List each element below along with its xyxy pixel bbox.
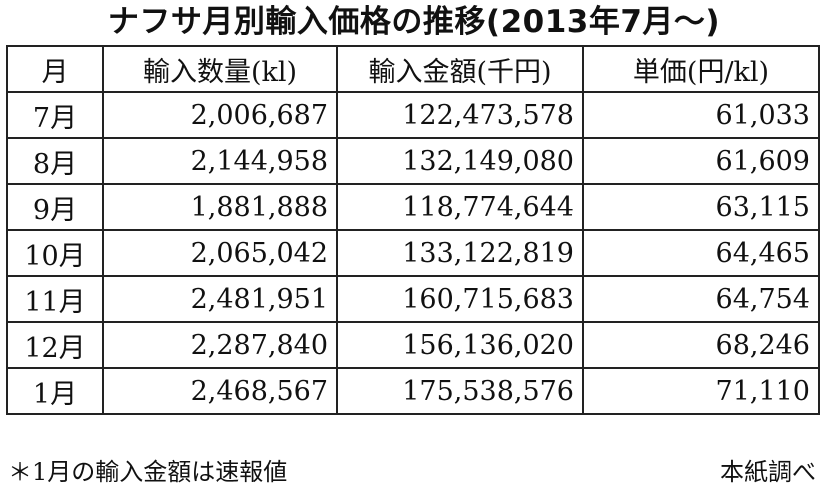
row-amount: 122,473,578 bbox=[336, 91, 584, 139]
table-row: 7月 2,006,687 122,473,578 61,033 bbox=[6, 91, 820, 139]
header-amount: 輸入金額(千円) bbox=[336, 45, 584, 93]
row-unit-price: 71,110 bbox=[582, 367, 820, 415]
row-month: 11月 bbox=[6, 275, 104, 323]
row-month: 7月 bbox=[6, 91, 104, 139]
row-volume: 1,881,888 bbox=[102, 183, 338, 231]
table-header-row: 月 輸入数量(kl) 輸入金額(千円) 単価(円/kl) bbox=[6, 45, 820, 93]
row-month: 12月 bbox=[6, 321, 104, 369]
row-volume: 2,144,958 bbox=[102, 137, 338, 185]
table-row: 8月 2,144,958 132,149,080 61,609 bbox=[6, 137, 820, 185]
row-amount: 156,136,020 bbox=[336, 321, 584, 369]
row-month: 1月 bbox=[6, 367, 104, 415]
header-unit-price: 単価(円/kl) bbox=[582, 45, 820, 93]
row-month: 10月 bbox=[6, 229, 104, 277]
table-row: 9月 1,881,888 118,774,644 63,115 bbox=[6, 183, 820, 231]
row-unit-price: 61,609 bbox=[582, 137, 820, 185]
import-price-table: 月 輸入数量(kl) 輸入金額(千円) 単価(円/kl) 7月 2,006,68… bbox=[6, 45, 820, 415]
row-unit-price: 61,033 bbox=[582, 91, 820, 139]
row-amount: 175,538,576 bbox=[336, 367, 584, 415]
table-row: 1月 2,468,567 175,538,576 71,110 bbox=[6, 367, 820, 415]
row-amount: 132,149,080 bbox=[336, 137, 584, 185]
table-row: 11月 2,481,951 160,715,683 64,754 bbox=[6, 275, 820, 323]
source-credit: 本紙調べ bbox=[720, 458, 816, 486]
row-month: 9月 bbox=[6, 183, 104, 231]
row-unit-price: 68,246 bbox=[582, 321, 820, 369]
row-amount: 160,715,683 bbox=[336, 275, 584, 323]
footnote: ＊1月の輸入金額は速報値 bbox=[8, 458, 288, 486]
row-volume: 2,006,687 bbox=[102, 91, 338, 139]
row-unit-price: 64,465 bbox=[582, 229, 820, 277]
page-title: ナフサ月別輸入価格の推移(2013年7月〜) bbox=[107, 4, 721, 40]
row-unit-price: 63,115 bbox=[582, 183, 820, 231]
row-volume: 2,287,840 bbox=[102, 321, 338, 369]
row-amount: 118,774,644 bbox=[336, 183, 584, 231]
row-month: 8月 bbox=[6, 137, 104, 185]
table-row: 10月 2,065,042 133,122,819 64,465 bbox=[6, 229, 820, 277]
table-row: 12月 2,287,840 156,136,020 68,246 bbox=[6, 321, 820, 369]
row-amount: 133,122,819 bbox=[336, 229, 584, 277]
row-volume: 2,468,567 bbox=[102, 367, 338, 415]
header-volume: 輸入数量(kl) bbox=[102, 45, 338, 93]
row-volume: 2,065,042 bbox=[102, 229, 338, 277]
row-unit-price: 64,754 bbox=[582, 275, 820, 323]
row-volume: 2,481,951 bbox=[102, 275, 338, 323]
header-month: 月 bbox=[6, 45, 104, 93]
